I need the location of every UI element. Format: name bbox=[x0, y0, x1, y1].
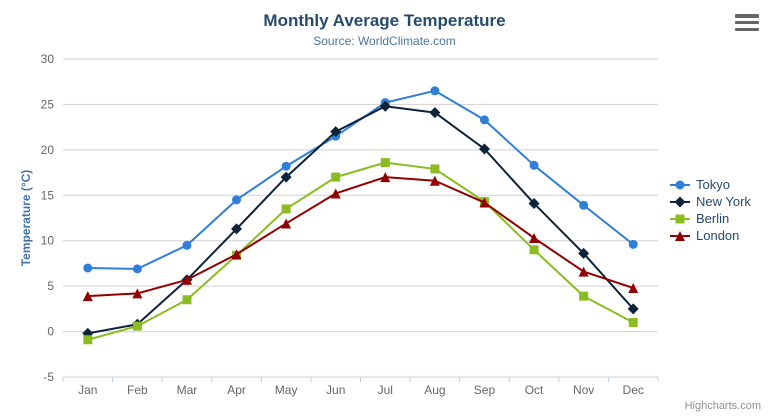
y-axis-label: 15 bbox=[41, 188, 55, 202]
x-axis-label: Dec bbox=[623, 383, 644, 397]
legend-item-label: Tokyo bbox=[696, 177, 730, 192]
y-axis-label: 25 bbox=[41, 97, 55, 111]
triangle-marker-icon bbox=[670, 230, 690, 241]
legend-item-london[interactable]: London bbox=[669, 227, 751, 244]
y-axis-label: -5 bbox=[43, 370, 54, 384]
y-axis-label: 20 bbox=[41, 143, 55, 157]
y-axis-label: 5 bbox=[47, 279, 54, 293]
y-axis-label: 30 bbox=[41, 52, 55, 66]
x-axis-label: Jun bbox=[326, 383, 345, 397]
x-axis-label: May bbox=[275, 383, 298, 397]
x-axis-label: Sep bbox=[474, 383, 496, 397]
diamond-marker-icon bbox=[670, 196, 690, 207]
x-axis-label: Oct bbox=[525, 383, 544, 397]
x-axis-label: Feb bbox=[127, 383, 148, 397]
legend-item-new-york[interactable]: New York bbox=[669, 193, 751, 210]
series-tokyo bbox=[83, 86, 638, 274]
yaxis-title: Temperature (°C) bbox=[19, 169, 33, 267]
chart-title: Monthly Average Temperature bbox=[263, 11, 506, 30]
y-axis-label: 0 bbox=[47, 325, 54, 339]
hamburger-icon bbox=[735, 14, 759, 18]
legend-item-berlin[interactable]: Berlin bbox=[669, 210, 751, 227]
chart-subtitle: Source: WorldClimate.com bbox=[313, 34, 456, 48]
series-berlin bbox=[83, 158, 638, 345]
square-marker-icon bbox=[670, 214, 690, 223]
series-new-york bbox=[82, 100, 639, 339]
legend-item-label: London bbox=[696, 228, 740, 243]
series-london bbox=[82, 172, 639, 302]
x-axis-label: Apr bbox=[227, 383, 246, 397]
credits-link[interactable]: Highcharts.com bbox=[684, 400, 761, 412]
export-menu-button[interactable] bbox=[735, 14, 759, 31]
x-axis-label: Aug bbox=[424, 383, 445, 397]
legend-item-tokyo[interactable]: Tokyo bbox=[669, 176, 751, 193]
x-axis-label: Mar bbox=[177, 383, 198, 397]
x-axis-label: Jul bbox=[378, 383, 393, 397]
legend-item-label: Berlin bbox=[696, 211, 730, 226]
x-axis-label: Jan bbox=[78, 383, 97, 397]
legend: Tokyo New York Berlin London bbox=[669, 176, 751, 244]
x-axis-label: Nov bbox=[573, 383, 594, 397]
circle-marker-icon bbox=[670, 180, 690, 189]
y-axis-label: 10 bbox=[41, 234, 55, 248]
legend-item-label: New York bbox=[696, 194, 751, 209]
